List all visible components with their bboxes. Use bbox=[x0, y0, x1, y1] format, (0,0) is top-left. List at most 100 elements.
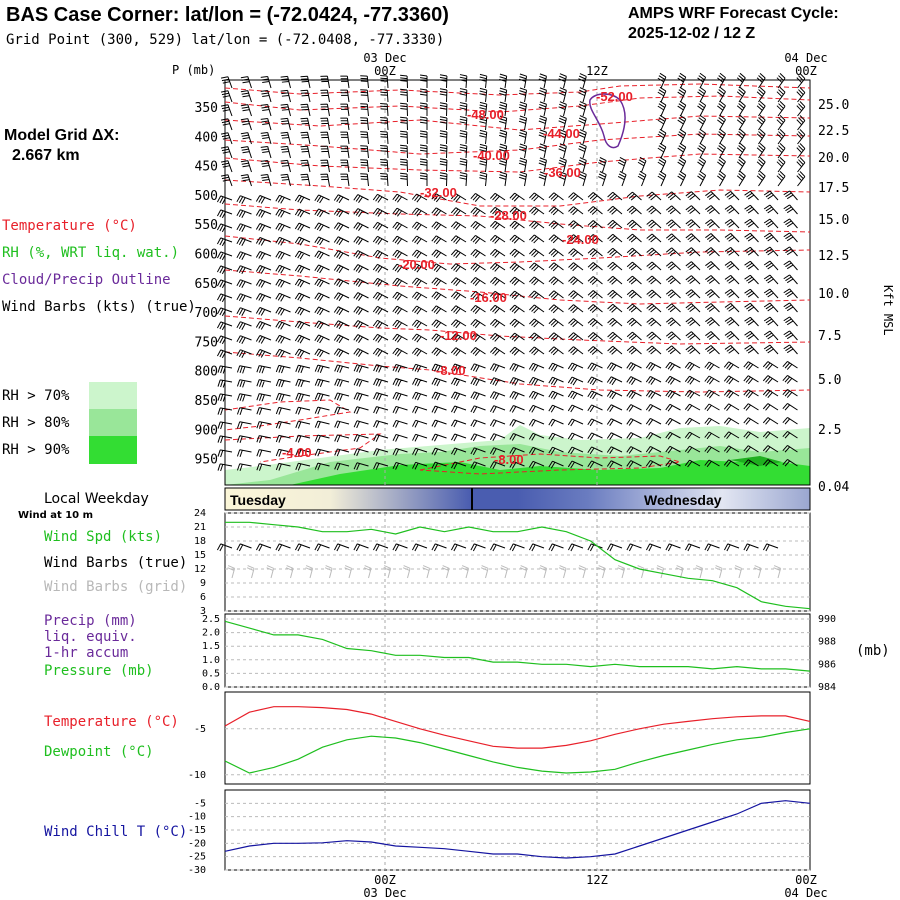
wind-barb bbox=[216, 251, 233, 261]
wind-barb-true bbox=[743, 543, 759, 552]
wind-barb bbox=[704, 431, 720, 440]
height-tick: 2.5 bbox=[818, 423, 841, 438]
wind-barb bbox=[538, 73, 547, 89]
wind-barb bbox=[412, 391, 428, 401]
contour-label: -48.00 bbox=[467, 107, 504, 122]
wind-barb bbox=[578, 101, 587, 117]
wind-barb bbox=[704, 417, 720, 426]
wind-barb bbox=[607, 233, 623, 243]
wind-barb bbox=[300, 75, 311, 89]
wind-barb bbox=[353, 462, 369, 471]
wind-barb bbox=[509, 405, 525, 413]
wind-barb-true bbox=[567, 543, 584, 552]
legend-rh80: RH > 80% bbox=[2, 415, 70, 431]
wind-barb bbox=[783, 260, 798, 271]
wind-barb bbox=[509, 206, 525, 216]
height-tick: 0.04 bbox=[818, 480, 849, 495]
wind-barb bbox=[568, 248, 584, 258]
wind-barb bbox=[587, 460, 603, 469]
wind-barb bbox=[756, 142, 766, 159]
wind-barb bbox=[548, 460, 564, 469]
wind-barb bbox=[723, 389, 740, 399]
wind-barb bbox=[340, 117, 350, 131]
wind-barb bbox=[236, 237, 252, 246]
wind-barb bbox=[333, 320, 350, 330]
y-tick-label: -15 bbox=[188, 825, 206, 836]
wind-barb bbox=[626, 390, 642, 399]
wind-barb bbox=[606, 376, 623, 386]
wind-barb bbox=[626, 233, 642, 243]
wind-barb bbox=[295, 406, 311, 415]
wind-barb bbox=[353, 250, 369, 259]
wind-barb bbox=[646, 345, 662, 355]
wind-barb bbox=[665, 275, 681, 285]
wind-barb bbox=[548, 332, 564, 342]
wind-barb bbox=[373, 392, 389, 401]
wind-barb bbox=[373, 434, 389, 442]
wind-barb bbox=[489, 433, 506, 441]
wind-barb bbox=[568, 192, 584, 202]
temp-contour bbox=[224, 399, 352, 431]
wind-barb bbox=[450, 207, 467, 217]
wind-barb-grid bbox=[636, 565, 645, 579]
wind-barb bbox=[372, 305, 389, 315]
pressure-tick: 550 bbox=[195, 218, 218, 233]
wind-barb bbox=[380, 89, 389, 103]
wind-barb-grid bbox=[480, 565, 489, 579]
wind-barb bbox=[419, 102, 428, 116]
wind-barb bbox=[736, 100, 746, 117]
wind-barb bbox=[400, 102, 408, 117]
wind-barb bbox=[568, 304, 584, 314]
wind-barb bbox=[333, 194, 350, 204]
wind-barb bbox=[470, 305, 486, 314]
model-grid-value: 2.667 km bbox=[12, 147, 80, 164]
wind-barb bbox=[677, 142, 687, 159]
wind-barb bbox=[587, 346, 603, 355]
wind-barb bbox=[704, 361, 720, 371]
wind-barb bbox=[489, 206, 506, 216]
wind-barb bbox=[645, 459, 662, 468]
wind-barb bbox=[392, 433, 408, 442]
legend-rh80-swatch bbox=[89, 409, 137, 436]
wind-barb bbox=[677, 170, 687, 187]
wind-barb bbox=[314, 222, 330, 232]
wind-barb bbox=[548, 234, 564, 244]
wind-barb bbox=[353, 392, 369, 401]
wind-barb bbox=[459, 116, 468, 131]
wind-barb bbox=[489, 346, 506, 356]
wind-barb bbox=[256, 463, 272, 471]
wind-barb bbox=[256, 365, 272, 374]
wind-barb bbox=[578, 171, 587, 187]
temp-contour bbox=[224, 179, 811, 207]
wind-barb bbox=[607, 317, 623, 327]
wind-barb bbox=[756, 114, 766, 131]
wind-barb bbox=[470, 347, 486, 356]
wind-barb bbox=[637, 170, 647, 187]
wind-barb bbox=[697, 128, 707, 145]
y-tick-label: -30 bbox=[188, 865, 206, 876]
y-tick-label: 3 bbox=[200, 606, 206, 617]
wind-barb bbox=[295, 462, 311, 471]
wind-barb bbox=[353, 306, 369, 315]
wind-barb bbox=[646, 261, 662, 271]
wind-barb bbox=[489, 318, 506, 328]
wind-barb bbox=[756, 86, 766, 103]
wind-barb bbox=[412, 447, 428, 456]
wind-barb bbox=[529, 304, 545, 314]
pressure-tick: 950 bbox=[195, 453, 218, 468]
wind-barb bbox=[373, 378, 389, 387]
wind-barb bbox=[548, 318, 564, 328]
wind-barb bbox=[538, 143, 547, 159]
wind-barb bbox=[756, 156, 766, 173]
wind-barb bbox=[568, 290, 584, 300]
wind-barb bbox=[744, 204, 759, 215]
pressure-tick: 750 bbox=[195, 335, 218, 350]
y-tick-label: 1.5 bbox=[202, 641, 220, 652]
wind-barb bbox=[665, 303, 681, 313]
wind-barb-true bbox=[684, 543, 701, 552]
wind-barb bbox=[587, 262, 603, 271]
wind-barb bbox=[411, 305, 428, 315]
wind-barb bbox=[626, 191, 642, 201]
wind-barb bbox=[334, 364, 350, 373]
wind-barb bbox=[783, 302, 798, 313]
